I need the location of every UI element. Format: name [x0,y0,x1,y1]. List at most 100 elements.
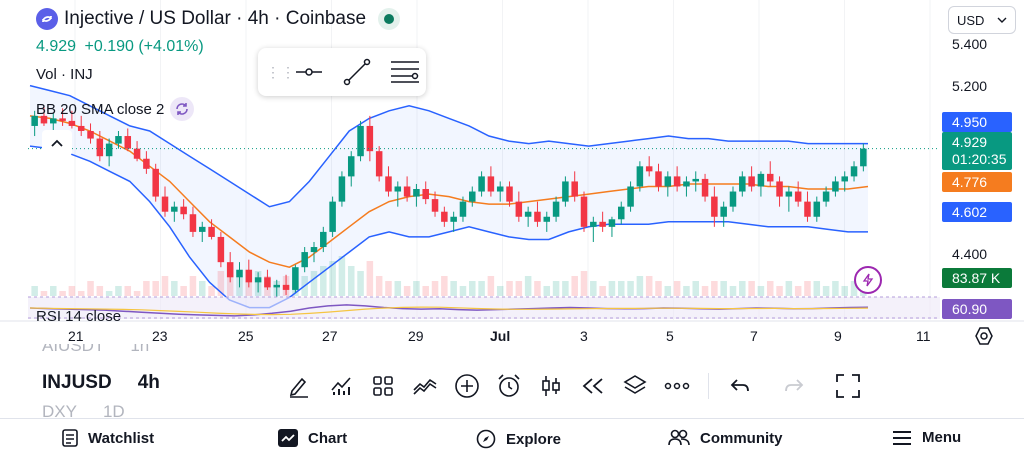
candle-body [552,201,560,217]
redo-button[interactable] [773,366,815,406]
currency-value: USD [957,12,985,28]
volume-bar [776,286,783,296]
drag-handle-icon[interactable]: ⋮⋮ [266,64,296,80]
volume-bar [115,286,122,296]
undo-button[interactable] [719,366,761,406]
candle-body [431,199,439,212]
fib-tool-button[interactable] [388,55,422,89]
candle [459,196,467,222]
candle-body [422,189,429,200]
collapse-legend-button[interactable] [42,130,72,156]
nav-chart[interactable]: Chart [278,429,347,447]
fullscreen-button[interactable] [827,366,869,406]
compare-button[interactable] [404,366,446,406]
volume-bar [133,291,141,296]
chevron-up-icon [51,139,63,147]
candle [431,191,439,217]
plus-circle-icon [455,374,479,398]
object-tree-button[interactable] [614,366,656,406]
bollinger-label: BB 20 SMA close 2 [36,100,165,118]
candle [329,196,336,237]
lightning-icon[interactable] [854,266,882,294]
trend-line-tool-button[interactable] [340,55,374,89]
candle [804,191,811,222]
candle-body [366,125,374,152]
candle [413,183,420,207]
candle [776,176,783,207]
candle [757,171,765,197]
indicators-button[interactable] [320,366,362,406]
bollinger-upper-line [29,84,868,208]
candle [729,186,737,212]
indicators-icon [331,377,351,395]
candle-body [133,148,141,159]
candle-body [105,143,113,157]
nav-label: Menu [922,429,962,446]
nav-menu[interactable]: Menu [892,429,961,446]
drawing-tool-button[interactable] [278,366,320,406]
currency-select[interactable]: USD [948,6,1016,34]
candle-body [645,166,653,172]
volume-bar [245,281,253,296]
candle [217,231,225,268]
candle-body [822,191,830,202]
nav-watchlist[interactable]: Watchlist [62,429,154,447]
alert-button[interactable] [488,366,530,406]
bb-lower-tag: 4.602 [942,202,1012,222]
candle [478,171,485,197]
rsi-pane [28,297,940,319]
volume-bar [347,266,355,296]
candle-body [87,130,94,139]
nav-community[interactable]: Community [668,429,783,447]
volume-bar [50,286,57,296]
volume-legend[interactable]: Vol · INJ [36,66,93,83]
refresh-icon[interactable] [170,97,195,121]
bollinger-legend[interactable]: BB 20 SMA close 2 [36,97,195,121]
candle-body [254,277,262,283]
candle [236,262,243,288]
price-chart[interactable] [0,0,1024,350]
candle [441,206,448,227]
volume-bar [515,281,523,296]
volume-bars [31,256,867,296]
symbol-option-active[interactable]: INJUSD 4h [42,372,160,394]
candle-body [496,186,504,192]
symbol-legend[interactable]: Injective / US Dollar · 4h · Coinbase [36,8,401,30]
replay-button[interactable] [572,366,614,406]
candle [264,269,271,290]
symbol-ticker: DXY [42,402,77,420]
last-price-tag: 4.929 01:20:35 [942,132,1012,170]
market-status-icon[interactable] [378,8,401,30]
candle-body [180,206,187,215]
add-button[interactable] [446,366,488,406]
candle-body [320,231,327,248]
candle-body [860,148,867,167]
volume-bar [664,286,672,296]
symbol-option[interactable]: DXY 1D [42,402,125,420]
candle [152,163,159,202]
layout-button[interactable] [362,366,404,406]
candle-body [77,125,85,131]
candle [115,130,122,149]
candle-body [469,191,476,202]
more-button[interactable] [656,366,698,406]
candle-body [226,262,234,278]
candle-body [850,166,858,177]
rsi-legend[interactable]: RSI 14 close [36,308,121,325]
nav-explore[interactable]: Explore [476,429,561,449]
volume-bar [366,261,374,296]
chart-settings-button[interactable] [974,326,994,346]
candle [375,146,383,182]
volume-bar [403,286,411,296]
horizontal-ray-tool-button[interactable] [292,55,326,89]
candle-body [617,206,625,220]
candle [534,201,541,227]
symbol-option[interactable]: AIUSDT 1h [42,344,149,356]
candle-body [627,186,634,207]
candle [711,186,718,227]
chart-type-button[interactable] [530,366,572,406]
bar-countdown: 01:20:35 [952,151,1007,167]
candle-body [282,284,290,290]
symbol-picker[interactable]: AIUSDT 1h INJUSD 4h DXY 1D [42,344,182,420]
volume-bar [506,281,513,296]
